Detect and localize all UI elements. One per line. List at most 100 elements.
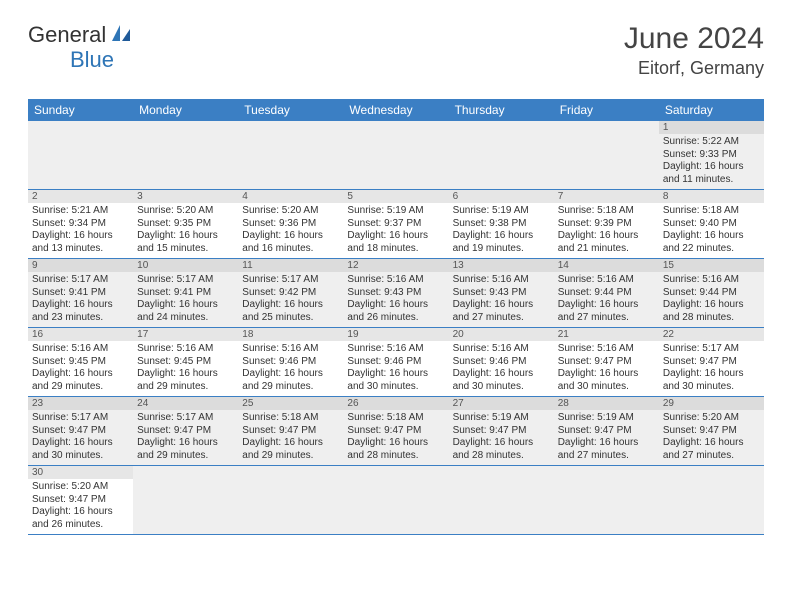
calendar-day: 15Sunrise: 5:16 AMSunset: 9:44 PMDayligh… xyxy=(659,259,764,328)
day-number: 12 xyxy=(343,259,448,272)
daylight-text: Daylight: 16 hours and 30 minutes. xyxy=(558,368,655,393)
sunset-text: Sunset: 9:43 PM xyxy=(347,287,444,300)
sunrise-text: Sunrise: 5:16 AM xyxy=(32,343,129,356)
day-details: Sunrise: 5:16 AMSunset: 9:43 PMDaylight:… xyxy=(449,272,554,327)
sunset-text: Sunset: 9:43 PM xyxy=(453,287,550,300)
day-details: Sunrise: 5:20 AMSunset: 9:36 PMDaylight:… xyxy=(238,203,343,258)
sail-icon xyxy=(110,23,132,43)
sunrise-text: Sunrise: 5:17 AM xyxy=(137,274,234,287)
sunrise-text: Sunrise: 5:18 AM xyxy=(242,412,339,425)
daylight-text: Daylight: 16 hours and 15 minutes. xyxy=(137,230,234,255)
day-number: 10 xyxy=(133,259,238,272)
sunrise-text: Sunrise: 5:17 AM xyxy=(137,412,234,425)
day-details: Sunrise: 5:17 AMSunset: 9:41 PMDaylight:… xyxy=(133,272,238,327)
day-details: Sunrise: 5:17 AMSunset: 9:41 PMDaylight:… xyxy=(28,272,133,327)
day-number: 18 xyxy=(238,328,343,341)
calendar-empty xyxy=(238,466,343,535)
day-number: 8 xyxy=(659,190,764,203)
daylight-text: Daylight: 16 hours and 28 minutes. xyxy=(453,437,550,462)
daylight-text: Daylight: 16 hours and 18 minutes. xyxy=(347,230,444,255)
calendar-empty xyxy=(449,121,554,190)
calendar-day: 14Sunrise: 5:16 AMSunset: 9:44 PMDayligh… xyxy=(554,259,659,328)
calendar-day: 9Sunrise: 5:17 AMSunset: 9:41 PMDaylight… xyxy=(28,259,133,328)
day-details: Sunrise: 5:16 AMSunset: 9:43 PMDaylight:… xyxy=(343,272,448,327)
calendar-empty xyxy=(554,466,659,535)
sunset-text: Sunset: 9:45 PM xyxy=(137,356,234,369)
daylight-text: Daylight: 16 hours and 24 minutes. xyxy=(137,299,234,324)
calendar-empty xyxy=(238,121,343,190)
calendar-day: 2Sunrise: 5:21 AMSunset: 9:34 PMDaylight… xyxy=(28,190,133,259)
calendar-day: 17Sunrise: 5:16 AMSunset: 9:45 PMDayligh… xyxy=(133,328,238,397)
day-number: 1 xyxy=(659,121,764,134)
sunset-text: Sunset: 9:41 PM xyxy=(32,287,129,300)
day-number: 7 xyxy=(554,190,659,203)
sunrise-text: Sunrise: 5:20 AM xyxy=(32,481,129,494)
sunrise-text: Sunrise: 5:17 AM xyxy=(663,343,760,356)
calendar-day: 28Sunrise: 5:19 AMSunset: 9:47 PMDayligh… xyxy=(554,397,659,466)
calendar-day: 3Sunrise: 5:20 AMSunset: 9:35 PMDaylight… xyxy=(133,190,238,259)
sunrise-text: Sunrise: 5:16 AM xyxy=(347,343,444,356)
day-number: 26 xyxy=(343,397,448,410)
sunset-text: Sunset: 9:46 PM xyxy=(242,356,339,369)
calendar-day: 29Sunrise: 5:20 AMSunset: 9:47 PMDayligh… xyxy=(659,397,764,466)
day-number: 25 xyxy=(238,397,343,410)
calendar-empty xyxy=(133,466,238,535)
calendar-day: 1Sunrise: 5:22 AMSunset: 9:33 PMDaylight… xyxy=(659,121,764,190)
daylight-text: Daylight: 16 hours and 29 minutes. xyxy=(137,368,234,393)
sunset-text: Sunset: 9:33 PM xyxy=(663,149,760,162)
calendar-day: 25Sunrise: 5:18 AMSunset: 9:47 PMDayligh… xyxy=(238,397,343,466)
daylight-text: Daylight: 16 hours and 16 minutes. xyxy=(242,230,339,255)
day-details: Sunrise: 5:16 AMSunset: 9:45 PMDaylight:… xyxy=(28,341,133,396)
calendar-empty xyxy=(133,121,238,190)
day-details: Sunrise: 5:18 AMSunset: 9:47 PMDaylight:… xyxy=(238,410,343,465)
day-details: Sunrise: 5:19 AMSunset: 9:37 PMDaylight:… xyxy=(343,203,448,258)
sunrise-text: Sunrise: 5:17 AM xyxy=(242,274,339,287)
day-details: Sunrise: 5:17 AMSunset: 9:47 PMDaylight:… xyxy=(28,410,133,465)
logo-text-2: Blue xyxy=(70,47,114,72)
title-block: June 2024 Eitorf, Germany xyxy=(624,22,764,79)
day-header: Saturday xyxy=(659,99,764,121)
day-number: 20 xyxy=(449,328,554,341)
calendar-body: 1 Sunrise: 5:22 AMSunset: 9:33 PM Daylight… xyxy=(28,121,764,535)
day-details: Sunrise: 5:19 AMSunset: 9:38 PMDaylight:… xyxy=(449,203,554,258)
sunrise-text: Sunrise: 5:19 AM xyxy=(347,205,444,218)
calendar-empty xyxy=(659,466,764,535)
sunrise-text: Sunrise: 5:19 AM xyxy=(453,205,550,218)
sunset-text: Sunset: 9:44 PM xyxy=(663,287,760,300)
day-number: 9 xyxy=(28,259,133,272)
sunrise-text: Sunrise: 5:20 AM xyxy=(663,412,760,425)
calendar-day: 26Sunrise: 5:18 AMSunset: 9:47 PMDayligh… xyxy=(343,397,448,466)
day-number: 5 xyxy=(343,190,448,203)
sunrise-text: Sunrise: 5:16 AM xyxy=(453,274,550,287)
day-header: Friday xyxy=(554,99,659,121)
sunrise-text: Sunrise: 5:19 AM xyxy=(558,412,655,425)
sunrise-text: Sunrise: 5:22 AM xyxy=(663,136,760,149)
sunrise-text: Sunrise: 5:20 AM xyxy=(242,205,339,218)
day-details: Sunrise: 5:17 AMSunset: 9:47 PMDaylight:… xyxy=(133,410,238,465)
sunrise-text: Sunrise: 5:16 AM xyxy=(242,343,339,356)
day-number: 15 xyxy=(659,259,764,272)
sunrise-text: Sunrise: 5:18 AM xyxy=(347,412,444,425)
day-details: Sunrise: 5:20 AMSunset: 9:47 PMDaylight:… xyxy=(28,479,133,534)
calendar-day: 16Sunrise: 5:16 AMSunset: 9:45 PMDayligh… xyxy=(28,328,133,397)
calendar-day: 12Sunrise: 5:16 AMSunset: 9:43 PMDayligh… xyxy=(343,259,448,328)
day-header: Tuesday xyxy=(238,99,343,121)
day-header: Wednesday xyxy=(343,99,448,121)
day-details: Sunrise: 5:17 AMSunset: 9:47 PMDaylight:… xyxy=(659,341,764,396)
calendar-day: 11Sunrise: 5:17 AMSunset: 9:42 PMDayligh… xyxy=(238,259,343,328)
sunset-text: Sunset: 9:47 PM xyxy=(558,356,655,369)
day-details: Sunrise: 5:16 AMSunset: 9:46 PMDaylight:… xyxy=(238,341,343,396)
day-details: Sunrise: 5:19 AMSunset: 9:47 PMDaylight:… xyxy=(449,410,554,465)
calendar-day: 8Sunrise: 5:18 AMSunset: 9:40 PMDaylight… xyxy=(659,190,764,259)
day-number: 4 xyxy=(238,190,343,203)
day-details: Sunrise: 5:17 AMSunset: 9:42 PMDaylight:… xyxy=(238,272,343,327)
calendar-day: 21Sunrise: 5:16 AMSunset: 9:47 PMDayligh… xyxy=(554,328,659,397)
day-number: 19 xyxy=(343,328,448,341)
sunrise-text: Sunrise: 5:17 AM xyxy=(32,274,129,287)
sunset-text: Sunset: 9:47 PM xyxy=(663,425,760,438)
day-details: Sunrise: 5:18 AMSunset: 9:39 PMDaylight:… xyxy=(554,203,659,258)
daylight-text: Daylight: 16 hours and 25 minutes. xyxy=(242,299,339,324)
calendar-day: 5Sunrise: 5:19 AMSunset: 9:37 PMDaylight… xyxy=(343,190,448,259)
day-number: 17 xyxy=(133,328,238,341)
day-number: 14 xyxy=(554,259,659,272)
